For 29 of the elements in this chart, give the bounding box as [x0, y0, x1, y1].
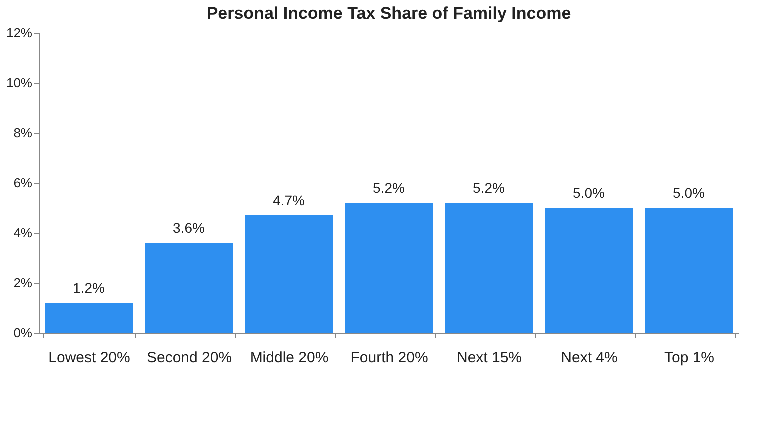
data-label: 3.6% — [173, 220, 205, 236]
x-tick-label: Top 1% — [664, 350, 715, 366]
x-tick-label: Next 4% — [561, 350, 618, 366]
data-label: 1.2% — [73, 280, 105, 296]
y-tick-label: 10% — [6, 76, 33, 90]
y-tick-label: 6% — [14, 176, 33, 190]
bar — [145, 243, 233, 333]
y-tick-label: 0% — [14, 326, 33, 340]
bar — [345, 203, 433, 333]
y-tick-label: 4% — [14, 226, 33, 240]
y-tick-label: 2% — [14, 276, 33, 290]
y-tick-label: 8% — [14, 126, 33, 140]
x-tick-label: Lowest 20% — [48, 350, 130, 366]
data-label: 5.0% — [573, 185, 605, 201]
x-tick-label: Middle 20% — [250, 350, 329, 366]
x-tick-label: Next 15% — [456, 350, 522, 366]
bar — [245, 216, 333, 333]
data-label: 5.2% — [373, 180, 405, 196]
bar — [445, 203, 533, 333]
y-tick-label: 12% — [6, 26, 33, 40]
chart-title: Personal Income Tax Share of Family Income — [206, 4, 572, 23]
data-label: 5.0% — [673, 185, 705, 201]
bar — [545, 208, 633, 333]
x-tick-label: Second 20% — [146, 350, 232, 366]
bar — [45, 303, 133, 333]
bar — [645, 208, 733, 333]
data-label: 5.2% — [473, 180, 505, 196]
x-tick-label: Fourth 20% — [350, 350, 428, 366]
data-label: 4.7% — [273, 192, 305, 208]
